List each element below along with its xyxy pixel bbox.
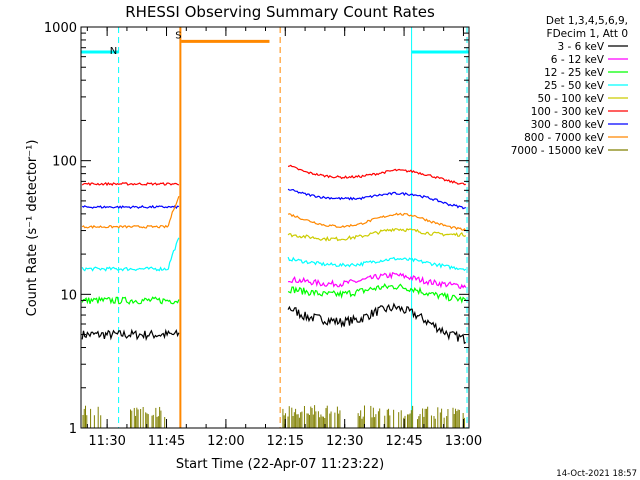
legend-entry-label: 7000 - 15000 keV — [511, 145, 605, 157]
series-800-7000keV — [81, 196, 467, 232]
x-axis-label: Start Time (22-Apr-07 11:23:22) — [176, 457, 384, 472]
series-7000-15000keV — [82, 405, 465, 428]
series-line-pre — [81, 182, 180, 187]
x-tick-label: 12:45 — [385, 434, 422, 449]
series-line-post — [287, 164, 466, 186]
legend-header: FDecim 1, Att 0 — [547, 28, 628, 40]
x-tick-label: 12:15 — [267, 434, 304, 449]
series-100-300keV — [81, 164, 466, 187]
series-line-post — [287, 282, 467, 304]
y-tick-label: 1 — [69, 422, 77, 437]
x-tick-label: 11:30 — [88, 434, 125, 449]
series-line-post — [287, 227, 467, 242]
legend-entry-label: 300 - 800 keV — [531, 119, 605, 131]
legend-entry-label: 25 - 50 keV — [544, 80, 605, 92]
series-line-pre — [81, 237, 180, 272]
series-50-100keV — [287, 227, 467, 242]
night-annotation: N — [110, 46, 117, 57]
x-tick-label: 11:45 — [148, 434, 185, 449]
y-tick-label: 10 — [60, 288, 77, 303]
series-line-post — [287, 188, 467, 210]
series-3-6keV — [81, 302, 467, 345]
chart-title: RHESSI Observing Summary Count Rates — [125, 3, 435, 21]
legend-entry-label: 100 - 300 keV — [531, 106, 605, 118]
series-line-pre — [81, 204, 180, 210]
legend-entry-label: 6 - 12 keV — [551, 54, 605, 66]
saa-annotation: S — [175, 30, 181, 41]
legend-entry-label: 3 - 6 keV — [557, 41, 604, 53]
legend-entry-label: 12 - 25 keV — [544, 67, 605, 79]
plot-area: NS — [81, 27, 469, 428]
x-tick-label: 12:00 — [207, 434, 244, 449]
plot-frame — [80, 26, 470, 429]
y-tick-label: 100 — [52, 155, 77, 170]
series-line-pre — [81, 196, 180, 229]
series-12-25keV — [81, 282, 467, 305]
series-300-800keV — [81, 188, 467, 210]
x-tick-label: 13:00 — [445, 434, 482, 449]
series-line-post — [287, 212, 467, 232]
legend-entry-label: 800 - 7000 keV — [524, 132, 605, 144]
timestamp: 14-Oct-2021 18:57 — [556, 469, 637, 479]
legend-header: Det 1,3,4,5,6,9, — [546, 15, 628, 27]
x-tick-label: 12:30 — [326, 434, 363, 449]
legend: Det 1,3,4,5,6,9,FDecim 1, Att 03 - 6 keV… — [511, 15, 628, 157]
axes: 1 10 100 1000 11:30 11:45 12:00 12:15 12:30 12:45… — [44, 21, 482, 449]
y-tick-label: 1000 — [44, 21, 77, 36]
series-line-post — [287, 302, 467, 345]
legend-entry-label: 50 - 100 keV — [537, 93, 604, 105]
series-6-12keV — [288, 271, 467, 290]
series-line-post — [287, 256, 467, 272]
series-line-pre — [81, 295, 180, 305]
series-line-post — [288, 271, 467, 290]
series-25-50keV — [81, 237, 467, 272]
y-axis-label: Count Rate (s⁻¹ detector⁻¹) — [25, 140, 40, 317]
series-line-pre — [81, 328, 180, 342]
